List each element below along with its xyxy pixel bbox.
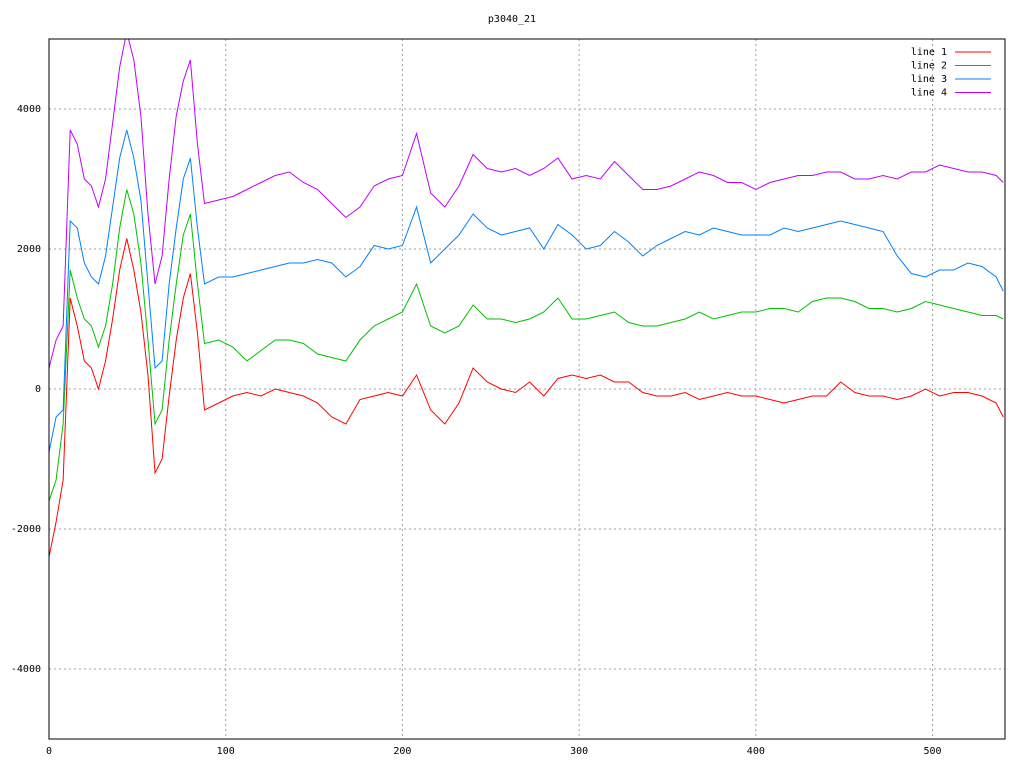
x-tick-label: 500: [924, 746, 942, 757]
y-tick-label: 0: [35, 384, 41, 395]
data-line: [49, 238, 1004, 558]
legend-label: line 2: [911, 61, 947, 72]
data-line: [49, 129, 1004, 453]
plot-border: [48, 38, 1006, 740]
x-tick-label: 200: [393, 746, 411, 757]
data-line: [49, 39, 1004, 369]
data-line: [49, 189, 1004, 502]
y-tick-label: -2000: [11, 524, 41, 535]
x-tick-label: 0: [46, 746, 52, 757]
y-tick-label: 4000: [17, 104, 41, 115]
legend-label: line 1: [911, 47, 947, 58]
legend-label: line 3: [911, 74, 947, 85]
legend-label: line 4: [911, 88, 947, 99]
y-tick-label: 2000: [17, 244, 41, 255]
chart-title: p3040_21: [488, 14, 536, 25]
y-tick-label: -4000: [11, 664, 41, 675]
x-tick-label: 300: [570, 746, 588, 757]
x-tick-label: 400: [747, 746, 765, 757]
x-tick-label: 100: [217, 746, 235, 757]
